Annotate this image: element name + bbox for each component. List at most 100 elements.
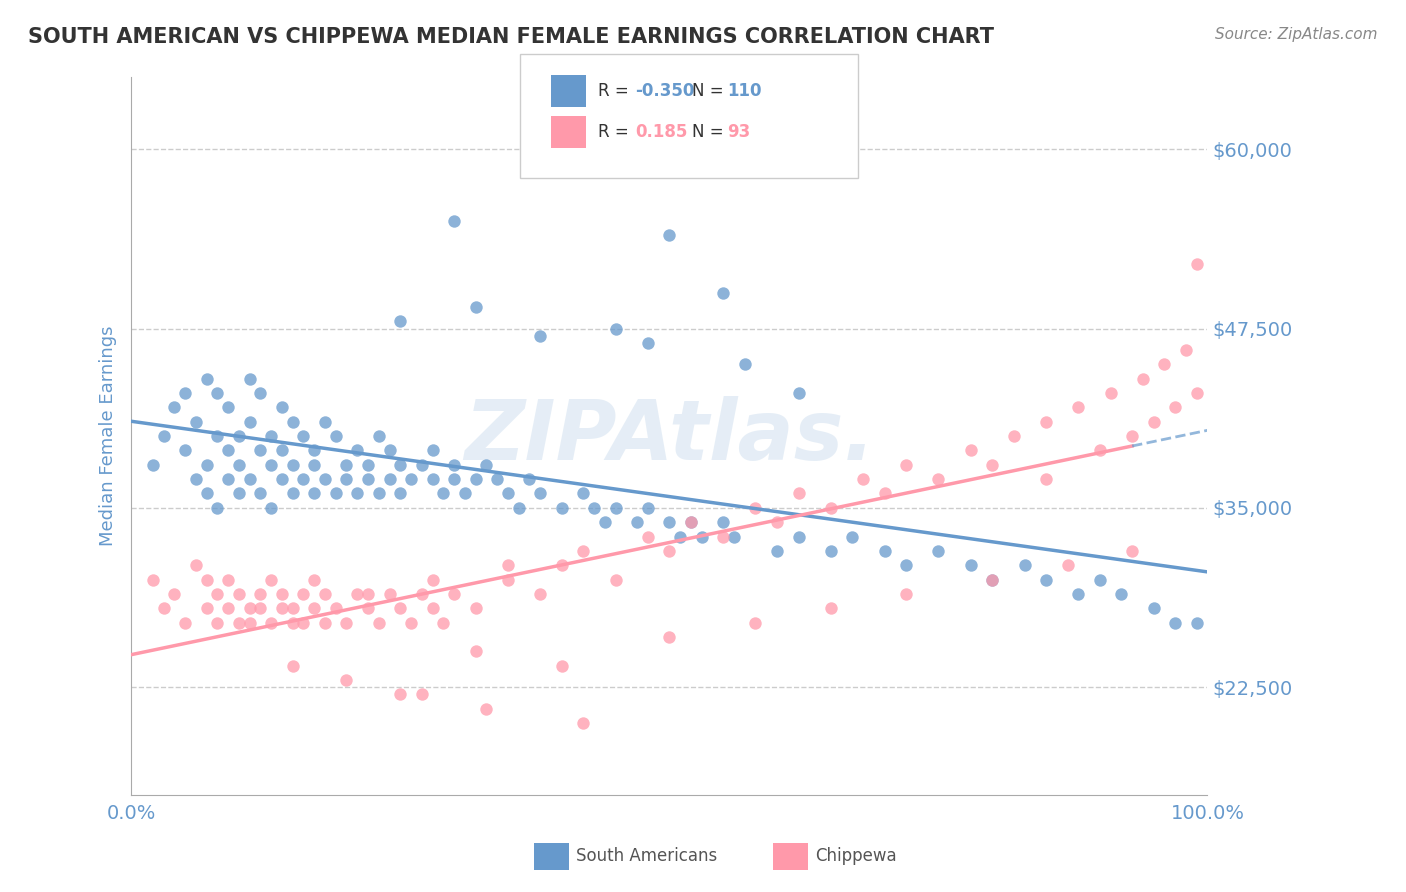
Point [454, 486, 477, 500]
Point [249, 386, 271, 401]
Point [582, 500, 605, 515]
Point [637, 529, 659, 543]
Point [207, 500, 229, 515]
Point [1035, 573, 1057, 587]
Point [302, 601, 325, 615]
Point [292, 429, 315, 443]
Point [163, 401, 186, 415]
Point [217, 401, 239, 415]
Point [357, 587, 380, 601]
Point [292, 587, 315, 601]
Point [432, 486, 454, 500]
Point [1185, 386, 1208, 401]
Point [281, 615, 304, 630]
Point [1088, 443, 1111, 458]
Point [820, 601, 842, 615]
Point [959, 443, 981, 458]
Point [184, 472, 207, 486]
Point [669, 529, 692, 543]
Text: Chippewa: Chippewa [815, 847, 897, 865]
Text: -0.350: -0.350 [636, 82, 695, 100]
Point [346, 587, 368, 601]
Point [271, 401, 294, 415]
Point [281, 601, 304, 615]
Point [572, 544, 595, 558]
Point [766, 515, 789, 529]
Point [325, 601, 347, 615]
Point [422, 601, 444, 615]
Point [787, 386, 810, 401]
Point [873, 544, 896, 558]
Text: SOUTH AMERICAN VS CHIPPEWA MEDIAN FEMALE EARNINGS CORRELATION CHART: SOUTH AMERICAN VS CHIPPEWA MEDIAN FEMALE… [28, 27, 994, 46]
Point [184, 415, 207, 429]
Point [744, 500, 766, 515]
Point [292, 472, 315, 486]
Point [239, 372, 262, 386]
Point [1174, 343, 1197, 357]
Text: N =: N = [692, 123, 728, 141]
Point [174, 386, 197, 401]
Point [335, 673, 357, 687]
Point [679, 515, 702, 529]
Point [411, 458, 433, 472]
Point [314, 587, 336, 601]
Point [486, 472, 509, 486]
Point [302, 458, 325, 472]
Point [399, 472, 422, 486]
Point [249, 443, 271, 458]
Point [174, 615, 197, 630]
Text: South Americans: South Americans [576, 847, 717, 865]
Point [228, 458, 250, 472]
Point [1121, 544, 1143, 558]
Point [195, 601, 218, 615]
Point [658, 544, 681, 558]
Point [551, 558, 574, 573]
Point [142, 573, 165, 587]
Point [1056, 558, 1078, 573]
Point [529, 587, 551, 601]
Point [496, 573, 519, 587]
Point [432, 615, 454, 630]
Point [1164, 401, 1187, 415]
Point [399, 615, 422, 630]
Point [302, 573, 325, 587]
Point [572, 716, 595, 731]
Point [443, 587, 465, 601]
Point [734, 357, 756, 371]
Point [519, 472, 541, 486]
Point [1111, 587, 1133, 601]
Point [389, 601, 412, 615]
Point [873, 486, 896, 500]
Point [959, 558, 981, 573]
Point [637, 335, 659, 350]
Point [228, 587, 250, 601]
Point [464, 472, 486, 486]
Point [605, 573, 627, 587]
Point [529, 486, 551, 500]
Point [1153, 357, 1175, 371]
Point [1164, 615, 1187, 630]
Point [195, 573, 218, 587]
Point [496, 558, 519, 573]
Point [207, 615, 229, 630]
Point [357, 601, 380, 615]
Point [626, 515, 648, 529]
Point [292, 615, 315, 630]
Point [281, 458, 304, 472]
Point [217, 472, 239, 486]
Point [711, 529, 734, 543]
Point [1185, 257, 1208, 271]
Point [1067, 401, 1090, 415]
Point [281, 486, 304, 500]
Text: 93: 93 [727, 123, 751, 141]
Point [443, 472, 465, 486]
Point [357, 472, 380, 486]
Point [335, 615, 357, 630]
Point [422, 573, 444, 587]
Point [260, 615, 283, 630]
Point [1088, 573, 1111, 587]
Point [367, 615, 389, 630]
Point [207, 587, 229, 601]
Text: R =: R = [598, 82, 634, 100]
Point [378, 472, 401, 486]
